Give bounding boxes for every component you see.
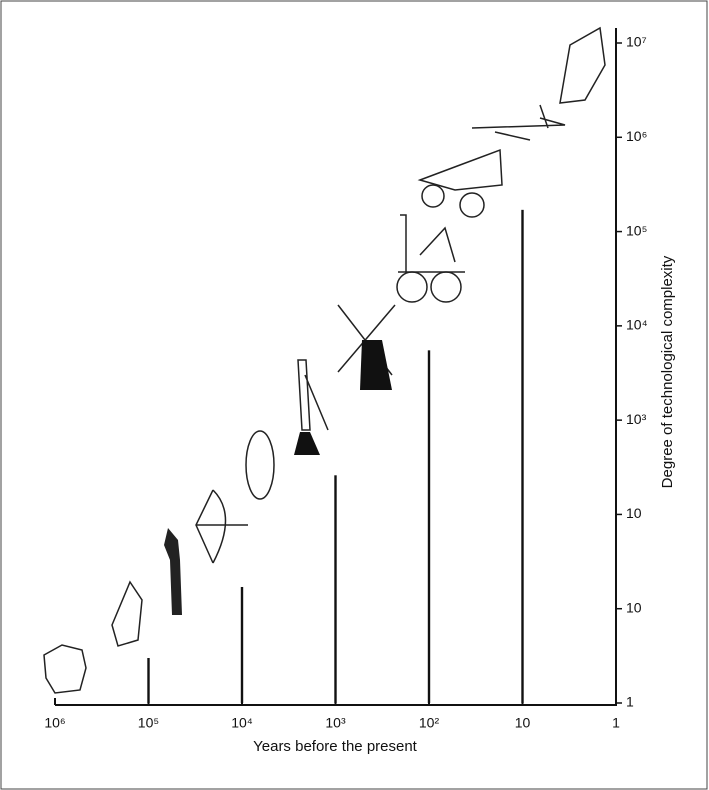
x-tick-label: 10⁶ <box>44 715 65 731</box>
airplane <box>472 105 565 140</box>
y-tick-label: 10⁵ <box>626 222 647 238</box>
pump-base <box>294 432 320 455</box>
y-tick-label: 10⁴ <box>626 317 648 333</box>
locomotive <box>398 215 465 272</box>
bar <box>334 475 336 703</box>
windmill <box>360 340 392 390</box>
locomotive-wheel <box>397 272 427 302</box>
illustrations <box>44 28 605 693</box>
y-tick-label: 10⁶ <box>626 128 647 144</box>
x-tick-label: 10² <box>419 715 440 731</box>
chart: Years before the present Degree of techn… <box>0 0 709 790</box>
y-tick-label: 10⁷ <box>626 34 647 50</box>
x-axis-label: Years before the present <box>253 738 418 755</box>
y-axis-label: Degree of technological complexity <box>659 255 676 488</box>
x-tick-label: 1 <box>612 715 620 731</box>
x-tick-label: 10 <box>515 715 531 731</box>
car-wheel <box>422 185 444 207</box>
frame <box>1 1 707 789</box>
bar <box>241 587 243 703</box>
y-tick-label: 10³ <box>626 411 647 427</box>
bar <box>147 658 149 703</box>
car <box>420 150 502 190</box>
hand-axe <box>112 582 142 646</box>
x-tick-label: 10³ <box>325 715 346 731</box>
pump <box>298 360 328 430</box>
y-tick-label: 1 <box>626 694 634 710</box>
wheel <box>246 431 274 499</box>
spear <box>164 528 182 615</box>
car-wheel <box>460 193 484 217</box>
bow <box>196 490 248 563</box>
y-tick-label: 10 <box>626 599 642 615</box>
pebble-tool <box>44 645 86 693</box>
locomotive-wheel <box>431 272 461 302</box>
y-tick-label: 10 <box>626 505 642 521</box>
bar <box>428 350 430 703</box>
space-shuttle <box>560 28 605 103</box>
bar <box>521 210 523 703</box>
x-tick-label: 10⁵ <box>138 715 159 731</box>
x-tick-label: 10⁴ <box>231 715 253 731</box>
